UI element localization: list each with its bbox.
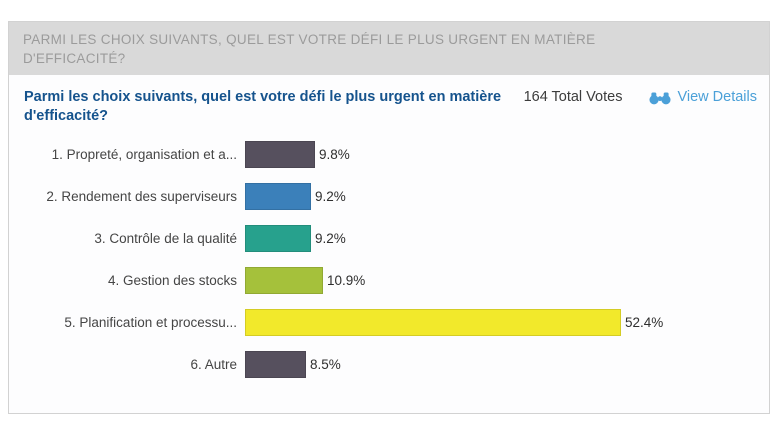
total-votes: 164 Total Votes <box>523 89 623 105</box>
category-label: 4. Gestion des stocks <box>107 272 237 288</box>
value-label: 52.4% <box>625 314 664 330</box>
poll-meta: 164 Total Votes View Details <box>524 88 757 105</box>
bar-option-5 <box>245 308 621 336</box>
binoculars-icon <box>649 91 672 105</box>
bar-wrap: 9.8% <box>245 140 350 168</box>
chart-row-1: 1. Propreté, organisation et a... 9.8% <box>9 133 769 175</box>
poll-header: PARMI LES CHOIX SUIVANTS, QUEL EST VOTRE… <box>9 22 769 75</box>
view-details-label: View Details <box>677 89 757 105</box>
bar-wrap: 52.4% <box>245 308 664 336</box>
bar-wrap: 8.5% <box>245 350 341 378</box>
value-label: 9.8% <box>319 146 350 162</box>
chart-row-4: 4. Gestion des stocks 10.9% <box>9 259 769 301</box>
bar-option-1 <box>245 140 315 168</box>
poll-header-title: PARMI LES CHOIX SUIVANTS, QUEL EST VOTRE… <box>23 32 596 66</box>
chart-row-5: 5. Planification et processu... 52.4% <box>9 301 769 343</box>
category-label: 6. Autre <box>190 356 237 372</box>
question-row: Parmi les choix suivants, quel est votre… <box>9 75 769 130</box>
chart-row-6: 6. Autre 8.5% <box>9 343 769 385</box>
value-label: 10.9% <box>327 272 366 288</box>
value-label: 9.2% <box>315 230 346 246</box>
bar-option-6 <box>245 350 306 378</box>
value-label: 9.2% <box>315 188 346 204</box>
poll-widget-panel: PARMI LES CHOIX SUIVANTS, QUEL EST VOTRE… <box>8 21 770 414</box>
bar-option-2 <box>245 182 311 210</box>
category-label: 5. Planification et processu... <box>64 314 237 330</box>
bar-option-3 <box>245 224 311 252</box>
view-details-link[interactable]: View Details <box>649 89 757 105</box>
poll-question: Parmi les choix suivants, quel est votre… <box>24 89 502 124</box>
bar-option-4 <box>245 266 323 294</box>
bar-wrap: 9.2% <box>245 182 346 210</box>
chart-row-3: 3. Contrôle de la qualité 9.2% <box>9 217 769 259</box>
bar-wrap: 10.9% <box>245 266 366 294</box>
value-label: 8.5% <box>310 356 341 372</box>
category-label: 1. Propreté, organisation et a... <box>51 146 237 162</box>
bar-wrap: 9.2% <box>245 224 346 252</box>
category-label: 2. Rendement des superviseurs <box>46 188 237 204</box>
chart-row-2: 2. Rendement des superviseurs 9.2% <box>9 175 769 217</box>
category-label: 3. Contrôle de la qualité <box>94 230 237 246</box>
poll-results-chart: 1. Propreté, organisation et a... 9.8% 2… <box>9 133 769 385</box>
